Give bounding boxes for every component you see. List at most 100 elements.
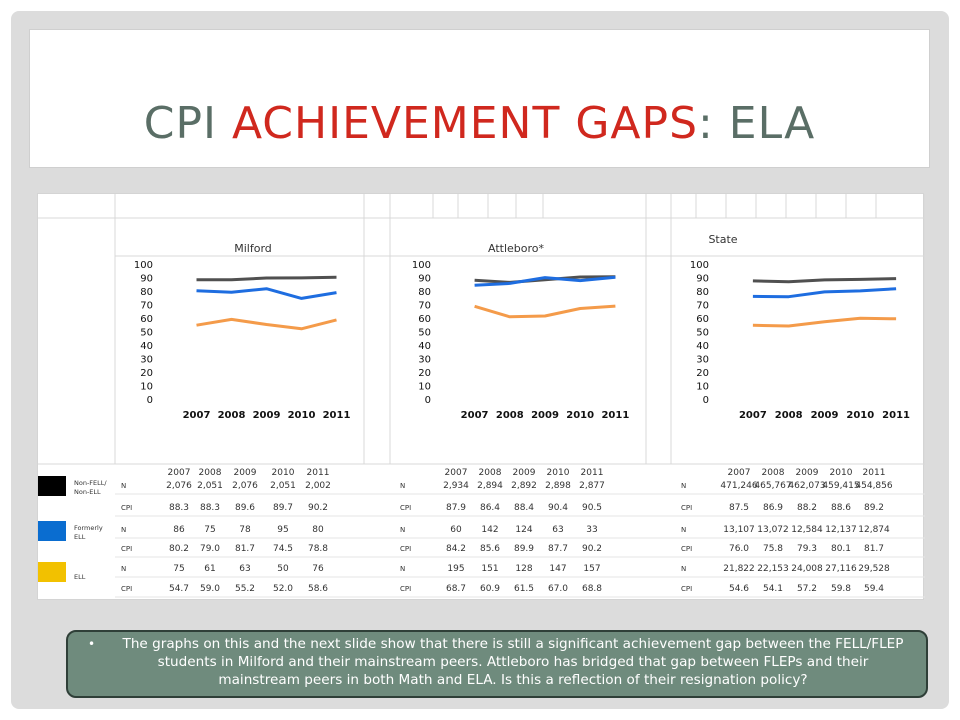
table-row-label: CPI: [121, 545, 132, 553]
series-line-1: [752, 277, 897, 284]
y-tick-label: 0: [425, 395, 431, 406]
x-tick-label: 2010: [566, 410, 594, 421]
series-line-1: [474, 275, 616, 284]
y-tick-label: 70: [140, 301, 153, 312]
legend-label: ELL: [74, 533, 86, 541]
y-tick-label: 60: [140, 314, 153, 325]
table-cell: 24,008: [791, 564, 823, 574]
y-tick-label: 90: [418, 274, 431, 285]
x-tick-label: 2010: [846, 410, 874, 421]
table-cell: 81.7: [864, 544, 884, 554]
x-tick-label: 2008: [775, 410, 803, 421]
table-row-label: CPI: [121, 504, 132, 512]
y-tick-label: 30: [696, 355, 709, 366]
table-row-label: N: [400, 482, 405, 490]
x-tick-label: 2007: [739, 410, 767, 421]
table-cell: 63: [552, 525, 563, 535]
table-cell: 21,822: [723, 564, 755, 574]
x-tick-label: 2011: [601, 410, 629, 421]
x-tick-label: 2007: [461, 410, 489, 421]
page-title: CPI ACHIEVEMENT GAPS: ELA: [30, 98, 929, 149]
y-tick-label: 50: [696, 328, 709, 339]
y-tick-label: 10: [418, 382, 431, 393]
table-cell: 95: [277, 525, 288, 535]
title-part-3: : ELA: [698, 98, 816, 149]
y-tick-label: 10: [696, 382, 709, 393]
table-year-header: 2009: [513, 468, 536, 478]
note-text: The graphs on this and the next slide sh…: [122, 636, 904, 688]
table-year-header: 2009: [796, 468, 819, 478]
table-year-header: 2008: [479, 468, 502, 478]
table-cell: 90.5: [582, 503, 602, 513]
table-cell: 2,934: [443, 481, 469, 491]
y-tick-label: 40: [696, 341, 709, 352]
table-cell: 12,584: [791, 525, 823, 535]
table-cell: 29,528: [858, 564, 890, 574]
table-cell: 58.6: [308, 584, 328, 594]
chart-title: Attleboro*: [488, 242, 545, 255]
table-cell: 80.2: [169, 544, 189, 554]
x-tick-label: 2010: [288, 410, 316, 421]
table-year-header: 2010: [547, 468, 570, 478]
legend-swatch: [38, 562, 66, 582]
y-tick-label: 90: [696, 274, 709, 285]
series-line-1: [196, 275, 337, 282]
table-cell: 60: [450, 525, 462, 535]
table-cell: 462,073: [788, 481, 825, 491]
x-tick-label: 2009: [253, 410, 281, 421]
table-cell: 80.1: [831, 544, 851, 554]
table-cell: 195: [447, 564, 464, 574]
series-line-2: [752, 287, 897, 299]
table-year-header: 2009: [234, 468, 257, 478]
table-year-header: 2010: [272, 468, 295, 478]
table-cell: 88.2: [797, 503, 817, 513]
table-cell: 59.4: [864, 584, 884, 594]
y-tick-label: 60: [418, 314, 431, 325]
table-cell: 76.0: [729, 544, 749, 554]
y-tick-label: 20: [140, 368, 153, 379]
table-cell: 128: [515, 564, 532, 574]
table-cell: 147: [549, 564, 566, 574]
table-cell: 2,051: [270, 481, 296, 491]
x-tick-label: 2008: [496, 410, 524, 421]
table-cell: 89.6: [235, 503, 255, 513]
series-line-2: [474, 275, 616, 287]
table-cell: 87.5: [729, 503, 749, 513]
table-year-header: 2011: [307, 468, 330, 478]
x-tick-label: 2008: [218, 410, 246, 421]
table-cell: 74.5: [273, 544, 293, 554]
y-tick-label: 100: [690, 260, 709, 271]
table-cell: 2,076: [232, 481, 258, 491]
table-cell: 88.4: [514, 503, 534, 513]
legend-label: Non-ELL: [74, 488, 101, 496]
table-cell: 81.7: [235, 544, 255, 554]
table-cell: 151: [481, 564, 498, 574]
table-cell: 12,137: [825, 525, 857, 535]
table-cell: 89.7: [273, 503, 293, 513]
table-cell: 54.7: [169, 584, 189, 594]
table-cell: 2,892: [511, 481, 537, 491]
table-cell: 465,767: [754, 481, 791, 491]
table-cell: 2,051: [197, 481, 223, 491]
table-cell: 2,877: [579, 481, 605, 491]
table-cell: 80: [312, 525, 324, 535]
table-cell: 2,002: [305, 481, 331, 491]
table-year-header: 2007: [445, 468, 468, 478]
table-cell: 2,894: [477, 481, 503, 491]
table-cell: 52.0: [273, 584, 293, 594]
table-cell: 13,072: [757, 525, 789, 535]
series-line-3: [752, 316, 897, 328]
table-row-label: N: [400, 526, 405, 534]
table-row-label: N: [121, 482, 126, 490]
table-row-label: CPI: [121, 585, 132, 593]
x-tick-label: 2011: [882, 410, 910, 421]
table-year-header: 2007: [168, 468, 191, 478]
table-row-label: N: [681, 482, 686, 490]
series-line-3: [196, 317, 337, 331]
table-cell: 67.0: [548, 584, 568, 594]
table-cell: 86.4: [480, 503, 500, 513]
table-cell: 79.0: [200, 544, 220, 554]
chart-table-panel: Milford 0 10 20 30 40 50 60 70 80 90 100 2007 2008 200…: [37, 193, 925, 600]
table-cell: 33: [586, 525, 597, 535]
table-cell: 142: [481, 525, 498, 535]
